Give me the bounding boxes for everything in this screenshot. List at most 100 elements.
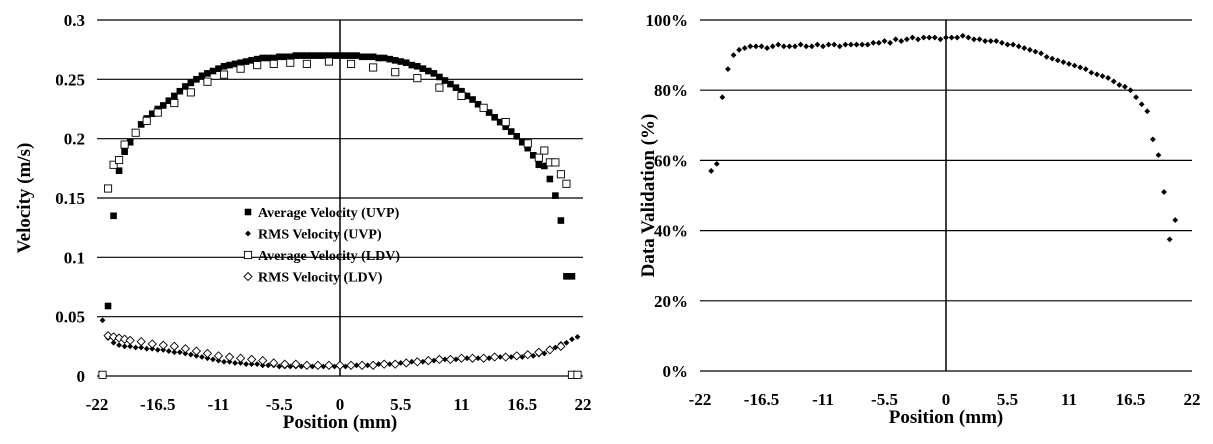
data-point — [1015, 43, 1022, 50]
data-point — [258, 355, 268, 366]
data-point — [280, 359, 290, 369]
data-point — [475, 355, 481, 362]
data-point — [551, 158, 560, 167]
data-point — [541, 162, 548, 170]
legend-marker — [244, 208, 252, 216]
data-point — [176, 349, 183, 356]
x-tick-label: -5.5 — [871, 390, 898, 409]
data-point — [529, 151, 537, 159]
data-point — [870, 39, 877, 46]
data-point — [180, 344, 191, 354]
data-point — [836, 43, 843, 50]
data-point — [423, 355, 434, 366]
data-point — [248, 57, 255, 64]
data-point — [502, 123, 509, 131]
data-point — [397, 58, 405, 65]
legend-label: Average Velocity (LDV) — [258, 249, 400, 264]
legend-item: RMS Velocity (LDV) — [243, 271, 383, 286]
data-point — [562, 179, 571, 188]
x-tick-label: -22 — [689, 390, 712, 409]
data-point — [159, 102, 167, 109]
data-point — [303, 52, 311, 59]
data-point — [1021, 45, 1028, 51]
y-axis-title: Velocity (m/s) — [14, 143, 35, 254]
data-point — [534, 347, 544, 357]
data-point — [292, 52, 300, 59]
data-point — [246, 354, 257, 365]
data-point — [269, 59, 278, 68]
data-point — [507, 128, 515, 135]
series-0 — [708, 32, 1179, 243]
data-point — [1088, 69, 1095, 76]
data-point — [253, 55, 261, 63]
data-point — [708, 168, 715, 174]
data-point — [1077, 64, 1084, 71]
data-point — [136, 336, 146, 347]
data-point — [364, 53, 371, 61]
data-point — [281, 53, 289, 61]
data-point — [1082, 66, 1089, 73]
data-point — [864, 41, 871, 48]
data-point — [213, 351, 224, 361]
x-tick-label: 0 — [942, 390, 951, 409]
data-point — [853, 41, 860, 48]
velocity-chart: 0 0.05 0.1 0.15 0.2 0.25 0.3 -22 -16.5 -11 -5.5 0 5.… — [14, 11, 592, 433]
data-point — [127, 343, 134, 350]
x-tick-label: -22 — [86, 395, 109, 414]
data-point — [456, 353, 467, 363]
data-point — [898, 38, 905, 44]
y-tick-label: 0 — [77, 367, 86, 386]
data-point — [103, 184, 113, 193]
data-point — [286, 53, 294, 61]
data-point — [287, 363, 294, 370]
data-point — [1049, 55, 1056, 62]
data-point — [931, 34, 938, 41]
data-point — [478, 353, 489, 363]
data-point — [276, 363, 283, 370]
data-point — [176, 87, 184, 95]
data-point — [556, 341, 566, 351]
x-tick-label: 16.5 — [507, 395, 537, 414]
data-point — [264, 54, 272, 62]
data-point — [513, 132, 521, 140]
data-point — [191, 346, 202, 356]
data-point — [401, 358, 411, 368]
data-point — [758, 43, 765, 50]
data-point — [165, 97, 173, 104]
data-point — [876, 39, 882, 46]
series-3 — [103, 331, 566, 370]
data-point — [160, 346, 167, 353]
x-tick-label: 5.5 — [390, 395, 411, 414]
data-point — [169, 341, 179, 351]
data-point — [224, 352, 235, 362]
data-point — [121, 343, 128, 350]
data-point — [99, 317, 106, 324]
y-tick-label: 0.3 — [64, 11, 85, 30]
x-tick-label: -11 — [208, 395, 230, 414]
data-point — [552, 192, 559, 199]
data-point — [149, 345, 156, 352]
data-point — [736, 46, 743, 53]
data-point — [497, 354, 504, 360]
data-point — [391, 68, 400, 77]
data-point — [309, 52, 316, 59]
data-point — [313, 360, 323, 370]
data-point — [1094, 71, 1100, 78]
data-point — [1172, 217, 1179, 223]
data-point — [120, 140, 129, 149]
data-point — [512, 351, 522, 361]
data-point — [797, 41, 804, 48]
data-point — [419, 65, 427, 72]
data-point — [209, 67, 217, 75]
data-point — [441, 77, 449, 84]
data-point — [375, 54, 382, 62]
y-axis-title: Data Validation (%) — [638, 114, 659, 278]
data-point — [314, 52, 322, 59]
data-point — [1066, 60, 1072, 67]
data-point — [187, 351, 194, 358]
data-point — [808, 43, 815, 50]
data-point — [386, 361, 393, 368]
data-point — [259, 362, 266, 369]
x-tick-label: -16.5 — [744, 390, 779, 409]
data-point — [764, 45, 770, 51]
